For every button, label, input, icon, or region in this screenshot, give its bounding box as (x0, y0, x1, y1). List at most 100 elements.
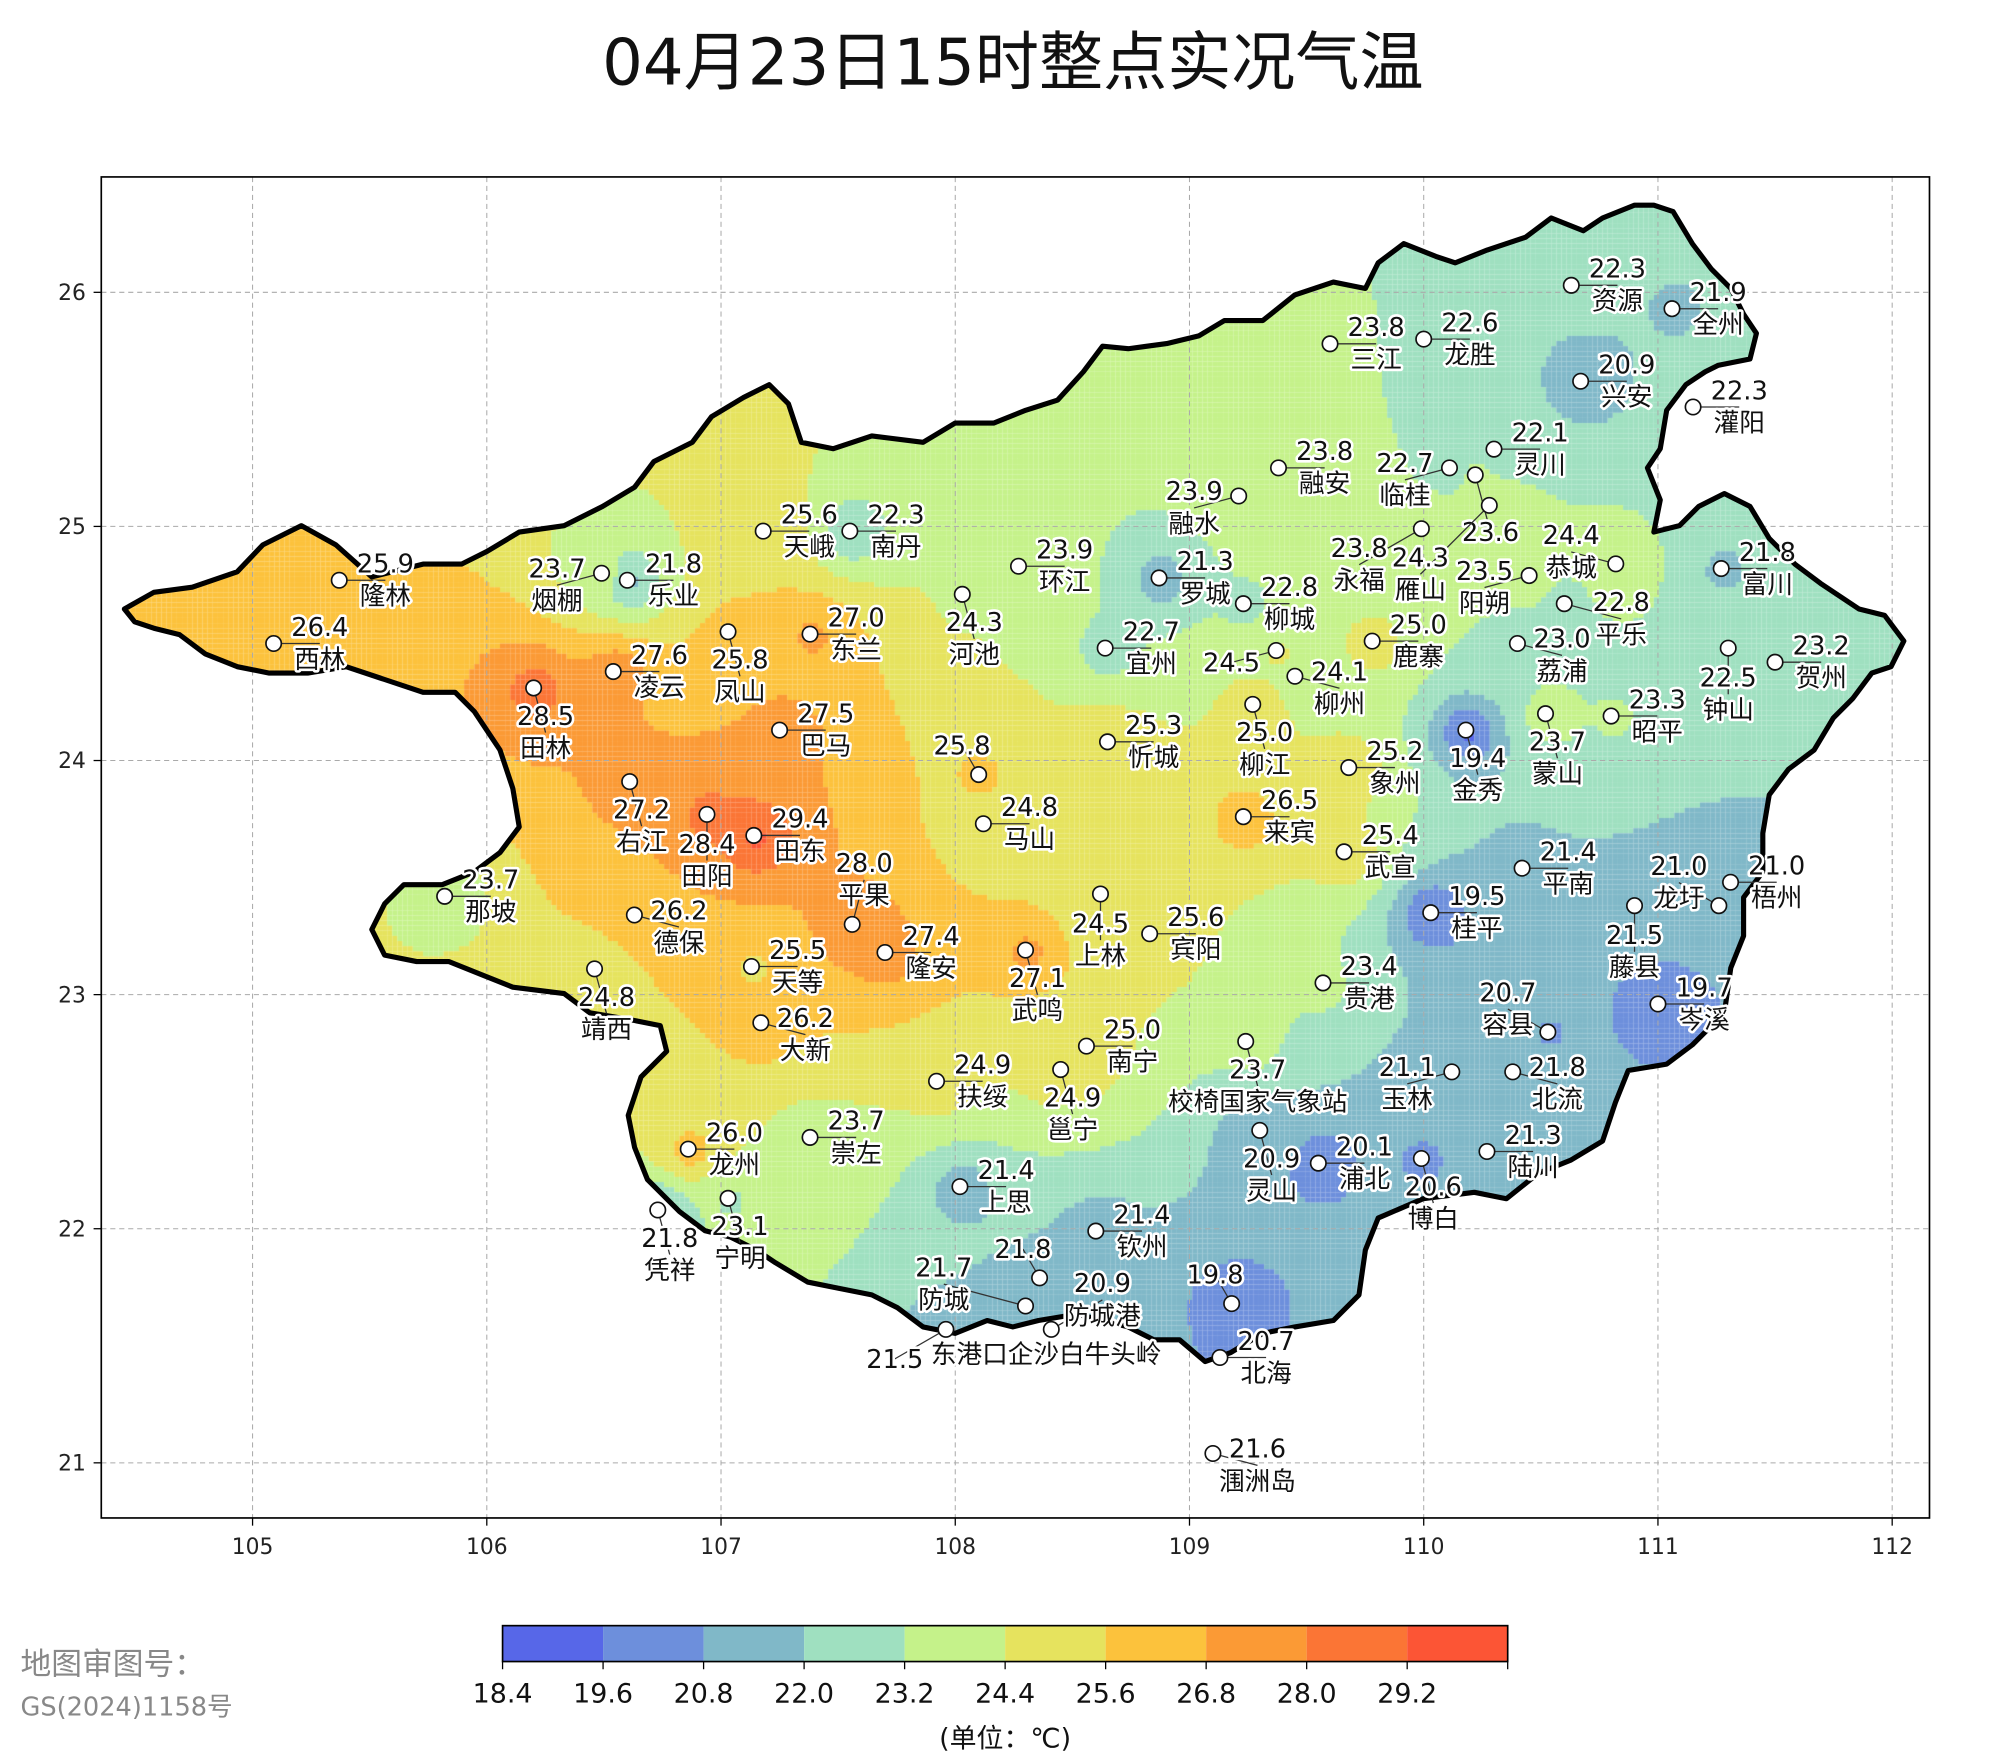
station-marker: 23.1宁明 (709, 1189, 771, 1277)
colorbar-swatch (804, 1625, 905, 1662)
grid-lines (101, 176, 1930, 1518)
station-name: 大新 (780, 1036, 831, 1066)
station-marker: 21.8乐业 (618, 547, 705, 614)
station-marker: 21.5藤县 (1603, 897, 1666, 986)
station-name: 防城 (918, 1285, 969, 1315)
station-marker: 25.9隆林 (330, 547, 416, 614)
station-value: 25.8 (711, 646, 768, 676)
station-name: 隆林 (360, 582, 411, 612)
station-value: 25.0 (1236, 718, 1293, 748)
station-value: 24.3 (1392, 544, 1449, 574)
station-marker: 25.8 (931, 729, 993, 784)
latitude-axis: 26 25 24 23 22 21 (58, 281, 102, 1477)
station-marker: 23.0荔浦 (1508, 622, 1593, 689)
station-value: 20.7 (1238, 1327, 1295, 1357)
station-name: 巴马 (800, 731, 851, 761)
station-marker: 26.5来宾 (1234, 783, 1321, 851)
station-name: 田东 (774, 837, 825, 867)
station-value: 22.3 (867, 500, 924, 530)
station-name: 马山 (1004, 825, 1055, 855)
station-marker: 25.6宾阳 (1141, 901, 1227, 968)
y-tick-label: 21 (58, 1452, 86, 1477)
station-marker: 28.5田林 (514, 679, 577, 766)
station-leader-line (1358, 528, 1422, 566)
station-name: 邕宁 (1047, 1115, 1098, 1145)
station-dot-icon (1626, 897, 1644, 915)
x-tick-label: 110 (1403, 1535, 1445, 1560)
station-dot-icon (1340, 759, 1358, 777)
station-name: 灵川 (1515, 451, 1566, 481)
station-dot-icon (621, 773, 639, 791)
station-name: 北海 (1240, 1359, 1291, 1389)
station-name: 武宣 (1365, 853, 1416, 883)
station-dot-icon (719, 623, 737, 641)
station-marker: 27.2右江 (611, 773, 673, 860)
x-tick-label: 106 (466, 1535, 508, 1560)
station-name: 涠洲岛 (1219, 1467, 1296, 1497)
station-name: 三江 (1351, 345, 1402, 375)
station-name: 富川 (1742, 570, 1793, 600)
station-dot-icon (1223, 1295, 1241, 1313)
station-marker: 22.8平乐 (1555, 586, 1652, 653)
station-name: 平南 (1543, 870, 1594, 900)
station-value: 24.5 (1203, 648, 1260, 678)
station-value: 23.8 (1348, 313, 1405, 343)
station-value: 26.4 (291, 613, 348, 643)
station-dot-icon (1457, 721, 1475, 739)
station-marker: 27.1武鸣 (1006, 941, 1069, 1029)
station-dot-icon (1091, 885, 1110, 903)
station-value: 21.8 (641, 1224, 698, 1254)
station-name: 藤县 (1609, 953, 1660, 983)
station-marker: 26.2德保 (625, 894, 710, 961)
station-value: 24.1 (1311, 658, 1368, 688)
station-value: 25.8 (933, 732, 990, 762)
station-value: 21.7 (915, 1253, 972, 1283)
station-name: 北流 (1532, 1085, 1583, 1115)
station-marker: 25.0南宁 (1077, 1013, 1164, 1080)
station-marker: 19.7岑溪 (1649, 971, 1735, 1038)
station-marker: 24.3雁山 (1389, 496, 1498, 608)
station-marker: 29.4田东 (745, 802, 831, 869)
station-dot-icon (1722, 873, 1740, 891)
station-dot-icon (586, 960, 604, 978)
station-dot-icon (1309, 1154, 1327, 1172)
station-value: 23.7 (528, 554, 585, 584)
station-value: 27.4 (903, 922, 960, 952)
station-name: 融安 (1299, 469, 1350, 499)
station-marker: 20.7容县 (1477, 976, 1557, 1043)
station-dot-icon (1513, 859, 1531, 877)
station-dot-icon (1572, 372, 1590, 390)
station-name: 龙胜 (1444, 340, 1495, 370)
station-value: 23.7 (462, 866, 519, 896)
station-value: 25.3 (1125, 711, 1182, 741)
station-marker: 23.9环江 (1009, 533, 1096, 600)
station-value: 26.0 (706, 1118, 763, 1148)
station-marker: 25.0柳江 (1234, 695, 1296, 783)
station-name: 柳州 (1314, 690, 1365, 720)
station-value: 20.6 (1405, 1172, 1462, 1202)
station-marker: 24.8靖西 (575, 960, 638, 1047)
station-marker: 19.5桂平 (1422, 879, 1508, 947)
station-name: 宁明 (714, 1244, 765, 1274)
station-dot-icon (1649, 995, 1667, 1013)
station-dot-icon (953, 585, 971, 603)
station-dot-icon (1710, 897, 1728, 915)
station-dot-icon (1234, 808, 1252, 826)
station-value: 25.6 (781, 500, 838, 530)
station-name: 天峨 (784, 532, 835, 562)
station-value: 21.3 (1177, 547, 1234, 577)
station-marker: 21.1玉林 (1376, 1051, 1461, 1118)
station-dot-icon (1480, 496, 1498, 514)
station-dot-icon (1504, 1063, 1522, 1081)
station-dot-icon (970, 766, 988, 784)
station-layer: 25.9隆林26.4西林28.5田林27.6凌云23.7烟棚21.8乐业25.6… (265, 252, 1852, 1499)
station-value: 25.0 (1390, 610, 1447, 640)
station-value: 25.5 (769, 936, 826, 966)
station-value: 23.9 (1166, 477, 1223, 507)
station-leader-line (1564, 603, 1622, 620)
station-marker: 27.5巴马 (771, 697, 857, 764)
station-dot-icon (330, 571, 348, 589)
station-name: 凤山 (714, 678, 765, 708)
station-value: 24.9 (1044, 1083, 1101, 1113)
